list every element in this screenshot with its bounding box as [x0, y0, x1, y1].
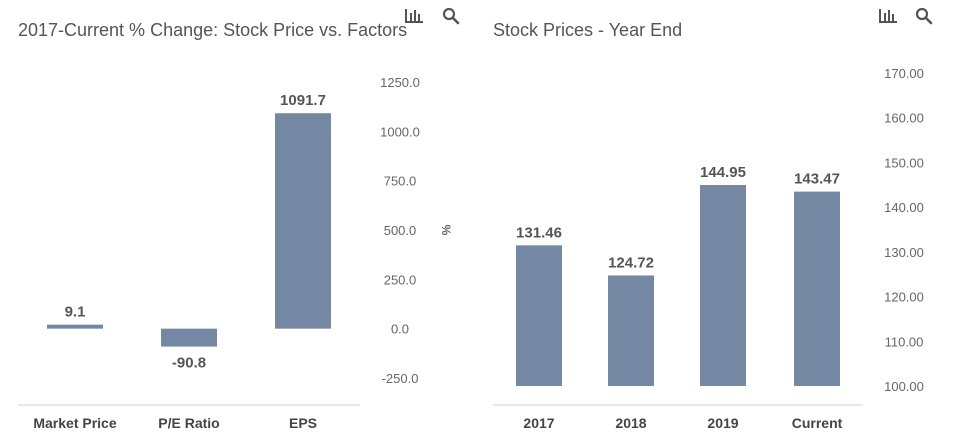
- x-tick-label: Market Price: [33, 415, 116, 431]
- x-tick-label: Current: [792, 415, 843, 431]
- data-label: 131.46: [516, 224, 562, 241]
- x-tick-label: 2019: [707, 415, 738, 431]
- y-axis-label: %: [439, 225, 453, 236]
- y-tick-label: 0.0: [391, 322, 409, 337]
- y-tick-label: 750.0: [384, 174, 417, 189]
- bar-market-price: [47, 324, 103, 329]
- x-tick-label: EPS: [289, 415, 317, 431]
- y-tick-label: 120.00: [884, 290, 924, 305]
- bar-p-e-ratio: [161, 328, 217, 347]
- x-tick-label: 2018: [615, 415, 646, 431]
- x-tick-label: 2017: [523, 415, 554, 431]
- chart-title: 2017-Current % Change: Stock Price vs. F…: [18, 20, 408, 40]
- bar-chart-right: 170.00 160.00 150.00 140.00 130.00 120.00 110.…: [493, 66, 924, 431]
- data-label: 1091.7: [280, 92, 326, 109]
- data-label: 143.47: [794, 171, 840, 188]
- y-tick-label: 150.00: [884, 155, 924, 170]
- chart-title: Stock Prices - Year End: [493, 20, 683, 40]
- y-tick-label: 500.0: [384, 223, 417, 238]
- y-tick-label: 160.00: [884, 111, 924, 126]
- bar-chart-icon[interactable]: [877, 5, 899, 27]
- bar-2019: [700, 185, 746, 386]
- y-tick-label: 140.00: [884, 200, 924, 215]
- search-icon[interactable]: [913, 5, 935, 27]
- bar-eps: [275, 113, 331, 329]
- y-tick-label: 110.00: [885, 334, 924, 349]
- data-label: 144.95: [700, 164, 746, 181]
- y-tick-label: 1000.0: [380, 124, 420, 139]
- bar-2018: [608, 275, 654, 386]
- bar-chart-left: 1250.0 1000.0 750.0 500.0 250.0 0.0 -250.0% 9.1…: [18, 75, 453, 431]
- y-tick-label: 100.00: [884, 379, 924, 394]
- bar-chart-icon[interactable]: [403, 5, 425, 27]
- y-tick-label: 1250.0: [380, 75, 420, 90]
- chart-panel-right: Stock Prices - Year End 170.00 160.00 150.…: [478, 0, 958, 438]
- data-label: 9.1: [65, 304, 86, 321]
- data-label: -90.8: [172, 355, 206, 372]
- chart-panel-left: 2017-Current % Change: Stock Price vs. F…: [0, 0, 470, 438]
- bar-2017: [516, 245, 562, 386]
- x-tick-label: P/E Ratio: [158, 415, 219, 431]
- y-tick-label: 130.00: [884, 245, 924, 260]
- y-tick-label: -250.0: [382, 371, 419, 386]
- y-tick-label: 170.00: [884, 66, 924, 81]
- y-tick-label: 250.0: [384, 272, 417, 287]
- data-label: 124.72: [608, 254, 654, 271]
- search-icon[interactable]: [440, 5, 462, 27]
- bar-current: [794, 191, 840, 386]
